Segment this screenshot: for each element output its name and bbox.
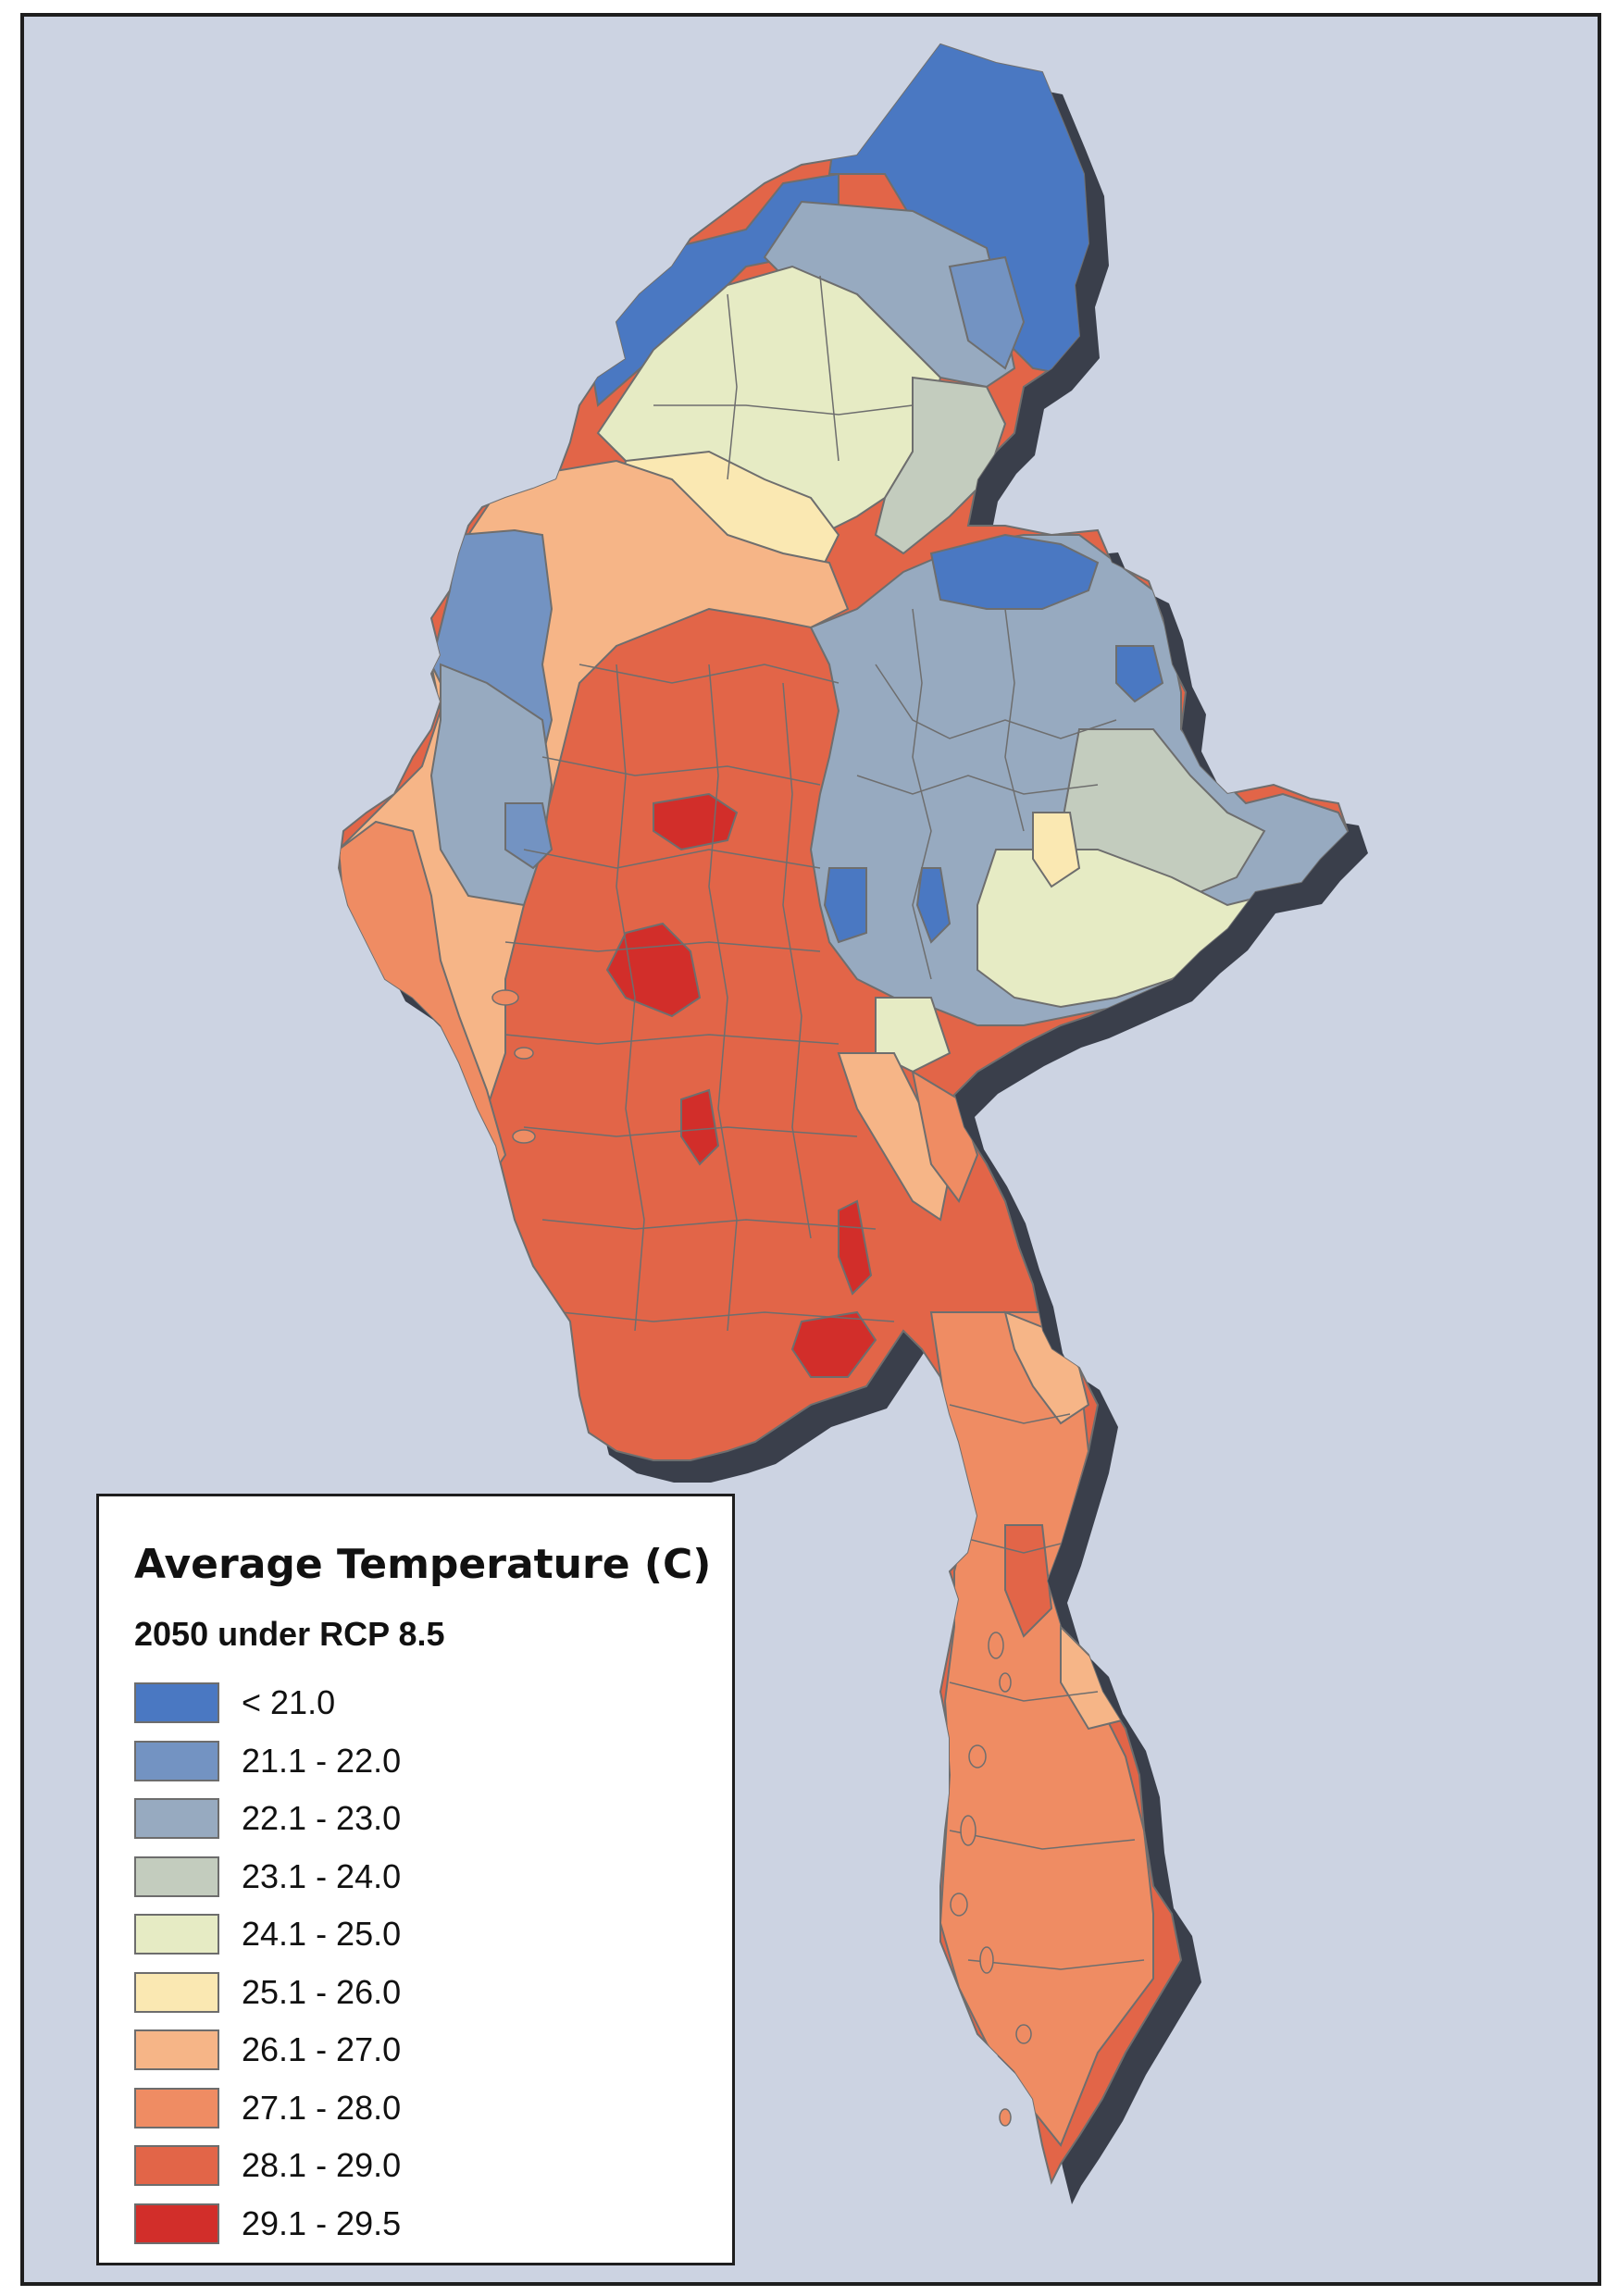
zone-shan-east-blue xyxy=(1115,645,1164,703)
legend-swatch xyxy=(134,1740,219,1781)
township-boundaries xyxy=(504,275,1145,1970)
temperature-zones xyxy=(339,44,1348,2147)
map-legend: Average Temperature (C) 2050 under RCP 8… xyxy=(96,1494,735,2265)
legend-item: 25.1 - 26.0 xyxy=(134,1964,401,2022)
legend-label: 27.1 - 28.0 xyxy=(242,2088,402,2127)
coastal-islands xyxy=(491,989,1032,2127)
legend-swatch xyxy=(134,1971,219,2013)
legend-item: 22.1 - 23.0 xyxy=(134,1790,401,1848)
legend-item: 29.1 - 29.5 xyxy=(134,2195,401,2253)
legend-swatch xyxy=(134,1682,219,1724)
zone-hot-spot-3 xyxy=(680,1088,720,1166)
legend-swatch xyxy=(134,1914,219,1955)
legend-swatch xyxy=(134,1855,219,1897)
zone-kayin-orange xyxy=(911,1069,979,1204)
legend-label: < 21.0 xyxy=(242,1683,336,1722)
legend-item: 21.1 - 22.0 xyxy=(134,1732,401,1791)
legend-item: 24.1 - 25.0 xyxy=(134,1905,401,1964)
legend-label: 28.1 - 29.0 xyxy=(242,2146,402,2185)
zone-hot-spot-4 xyxy=(838,1199,873,1296)
legend-swatch xyxy=(134,2087,219,2128)
zone-hot-spot-2 xyxy=(605,922,702,1018)
zone-shan-north-blue xyxy=(929,533,1100,610)
legend-swatch xyxy=(134,2145,219,2187)
zone-kayin-peach xyxy=(837,1052,952,1222)
legend-label: 22.1 - 23.0 xyxy=(242,1799,402,1838)
zone-north-east xyxy=(948,255,1026,370)
legend-title: Average Temperature (C) xyxy=(134,1541,712,1588)
map-frame: Average Temperature (C) 2050 under RCP 8… xyxy=(20,13,1601,2286)
legend-label: 25.1 - 26.0 xyxy=(242,1972,402,2011)
legend-label: 24.1 - 25.0 xyxy=(242,1915,402,1954)
legend-label: 23.1 - 24.0 xyxy=(242,1856,402,1895)
legend-subtitle: 2050 under RCP 8.5 xyxy=(134,1615,445,1653)
zone-shan-cream-pocket xyxy=(1032,812,1081,888)
legend-item: 27.1 - 28.0 xyxy=(134,2079,401,2138)
legend-label: 21.1 - 22.0 xyxy=(242,1741,402,1780)
legend-item: < 21.0 xyxy=(134,1674,401,1732)
legend-swatch xyxy=(134,2203,219,2244)
zone-shan-blue-pocket xyxy=(915,867,952,944)
zone-shan-blue-pocket-2 xyxy=(823,867,867,944)
zone-chin-pocket xyxy=(504,802,554,870)
legend-label: 29.1 - 29.5 xyxy=(242,2203,402,2242)
legend-swatch xyxy=(134,1798,219,1840)
temperature-map xyxy=(338,43,1368,2204)
zone-tanintharyi-darker xyxy=(1004,1524,1053,1638)
legend-item: 28.1 - 29.0 xyxy=(134,2137,401,2195)
zone-hot-spot-yangon xyxy=(790,1310,877,1378)
legend-item: 26.1 - 27.0 xyxy=(134,2021,401,2079)
legend-item: 23.1 - 24.0 xyxy=(134,1848,401,1906)
zone-north-greygreen xyxy=(874,376,1007,555)
legend-swatch xyxy=(134,2029,219,2071)
legend-label: 26.1 - 27.0 xyxy=(242,2030,402,2069)
zone-shan-south-yellow xyxy=(976,849,1267,1009)
legend-items: < 21.0 21.1 - 22.0 22.1 - 23.0 23.1 - 24.0 2… xyxy=(134,1674,401,2253)
